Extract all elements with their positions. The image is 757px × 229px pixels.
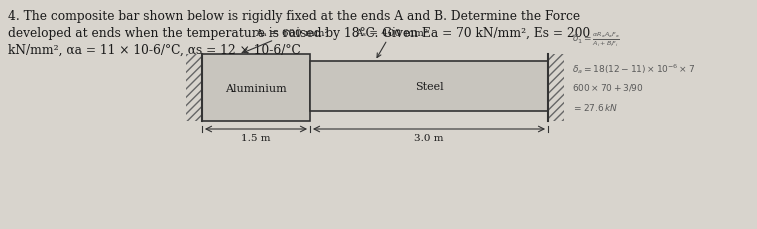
Text: Aₛ = 400 mm²: Aₛ = 400 mm² <box>355 29 428 58</box>
Text: 3.0 m: 3.0 m <box>414 134 444 142</box>
Bar <box>202 55 310 121</box>
Text: 4. The composite bar shown below is rigidly fixed at the ends A and B. Determine: 4. The composite bar shown below is rigi… <box>8 10 580 23</box>
Bar <box>310 62 548 112</box>
Bar <box>548 55 564 121</box>
Text: kN/mm², αa = 11 × 10-6/°C, αs = 12 × 10-6/°C: kN/mm², αa = 11 × 10-6/°C, αs = 12 × 10-… <box>8 44 301 57</box>
Text: developed at ends when the temperature is raised by 18°C. Given Ea = 70 kN/mm², : developed at ends when the temperature i… <box>8 27 590 40</box>
Text: $= 27.6 \, kN$: $= 27.6 \, kN$ <box>572 101 618 112</box>
Text: Aₐ = 600 mm²: Aₐ = 600 mm² <box>244 29 329 54</box>
Text: $\delta_1 = \frac{\alpha R_a A_a F_a}{A_i + B_i F_i}$: $\delta_1 = \frac{\alpha R_a A_a F_a}{A_… <box>572 30 620 49</box>
Text: 1.5 m: 1.5 m <box>241 134 271 142</box>
Text: $600 \times 70 + 3/90$: $600 \times 70 + 3/90$ <box>572 82 643 93</box>
Text: Steel: Steel <box>415 82 444 92</box>
Bar <box>186 55 202 121</box>
Text: Aluminium: Aluminium <box>225 83 287 93</box>
Text: $\delta_a = 18(12-11) \times 10^{-6} \times 7$: $\delta_a = 18(12-11) \times 10^{-6} \ti… <box>572 62 695 76</box>
